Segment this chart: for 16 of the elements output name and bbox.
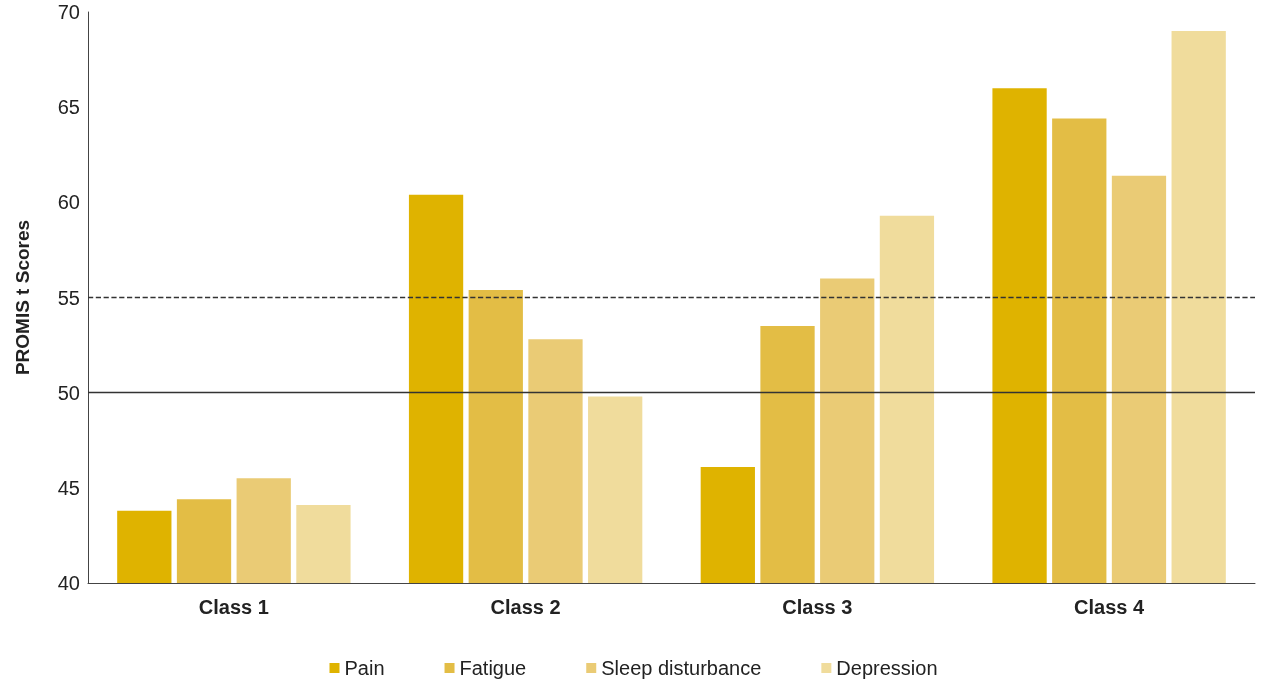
legend-label: Sleep disturbance — [601, 657, 762, 679]
legend-label: Pain — [344, 657, 385, 679]
legend-label: Fatigue — [459, 657, 527, 679]
y-tick-label: 40 — [57, 572, 80, 594]
y-axis-title: PROMIS t Scores — [12, 219, 33, 376]
x-tick-label: Class 2 — [490, 596, 561, 618]
y-tick-label: 60 — [57, 191, 80, 214]
legend-label: Depression — [836, 657, 938, 679]
y-tick-label: 65 — [57, 96, 80, 119]
y-tick-label: 50 — [57, 381, 80, 404]
y-tick-label: 55 — [57, 286, 80, 309]
x-tick-label: Class 3 — [782, 596, 853, 618]
x-tick-label: Class 1 — [198, 596, 269, 618]
y-tick-label: 70 — [57, 1, 80, 23]
x-tick-label: Class 4 — [1074, 596, 1146, 618]
y-tick-label: 45 — [57, 476, 80, 499]
